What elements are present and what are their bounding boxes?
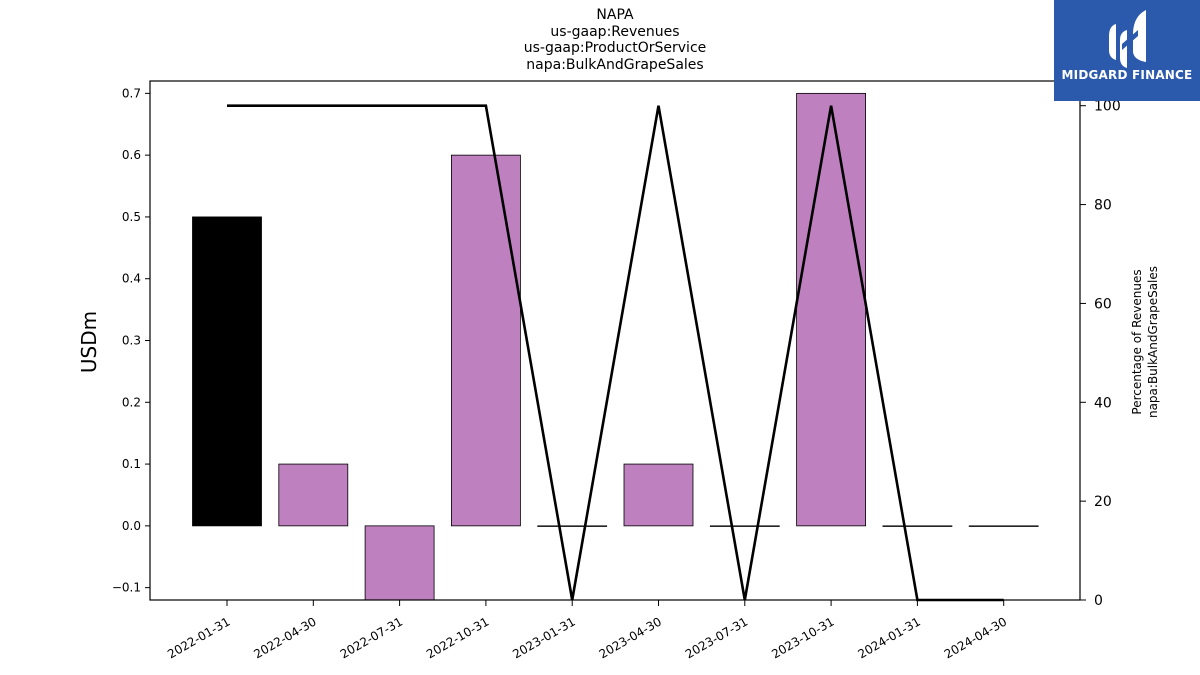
logo-mark-icon xyxy=(1109,10,1146,68)
x-tick-label: 2023-07-31 xyxy=(683,614,750,661)
y-tick-label: 0.5 xyxy=(122,210,141,224)
y-right-axis-label: Percentage of Revenues xyxy=(1130,269,1144,414)
bar xyxy=(364,525,435,601)
y-tick-label: 0.1 xyxy=(122,457,141,471)
chart-title-axis: us-gaap:ProductOrService xyxy=(523,40,707,56)
bar xyxy=(278,463,349,527)
y-tick-label: −0.1 xyxy=(112,581,141,595)
bar xyxy=(796,92,866,527)
y-right-tick-label: 20 xyxy=(1094,494,1112,510)
x-tick-label: 2024-01-31 xyxy=(855,614,922,661)
midgard-finance-logo: MIDGARD FINANCE xyxy=(1054,0,1200,101)
chart-title-concept: us-gaap:Revenues xyxy=(550,24,680,40)
chart-title-member: napa:BulkAndGrapeSales xyxy=(526,57,704,73)
x-tick-label: 2023-04-30 xyxy=(597,614,664,661)
bar xyxy=(623,463,694,527)
chart-title-company: NAPA xyxy=(596,7,634,23)
bar xyxy=(537,525,608,527)
percentage-line xyxy=(227,104,1004,602)
x-tick-label: 2023-10-31 xyxy=(769,614,836,661)
y-right-axis-label: napa:BulkAndGrapeSales xyxy=(1146,266,1160,418)
bar xyxy=(968,525,1039,527)
x-tick-label: 2023-01-31 xyxy=(510,614,577,661)
y-right-tick-label: 80 xyxy=(1094,198,1112,214)
logo-text: MIDGARD FINANCE xyxy=(1061,68,1193,82)
y-tick-label: 0.7 xyxy=(122,86,141,100)
y-tick-label: 0.4 xyxy=(122,272,141,286)
bar xyxy=(450,154,521,527)
y-right-tick-label: 60 xyxy=(1094,296,1112,312)
y-tick-label: 0.3 xyxy=(122,334,141,348)
y-tick-label: 0.2 xyxy=(122,395,141,409)
x-tick-label: 2024-04-30 xyxy=(942,614,1009,661)
bar xyxy=(709,525,780,527)
y-right-tick-label: 40 xyxy=(1094,395,1112,411)
y-axis-label: USDm xyxy=(77,311,101,373)
y-right-tick-label: 0 xyxy=(1094,593,1103,609)
x-tick-label: 2022-10-31 xyxy=(424,614,491,661)
x-tick-label: 2022-07-31 xyxy=(338,614,405,661)
y-right-tick-label: 100 xyxy=(1094,99,1121,115)
x-tick-label: 2022-01-31 xyxy=(165,614,232,661)
y-tick-label: 0.6 xyxy=(122,148,141,162)
y-tick-label: 0.0 xyxy=(122,519,141,533)
bar xyxy=(882,525,953,527)
x-tick-label: 2022-04-30 xyxy=(251,614,318,661)
bar xyxy=(192,216,262,527)
